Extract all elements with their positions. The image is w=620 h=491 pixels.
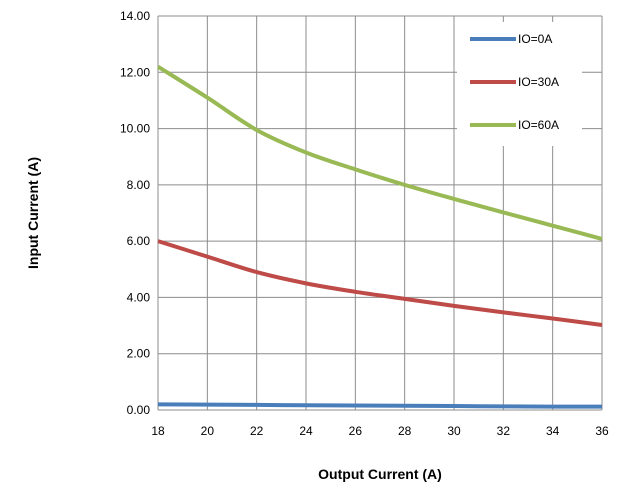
legend-label-2: IO=60A: [518, 118, 559, 132]
y-tick-label-3: 6.00: [127, 234, 151, 248]
y-tick-label-0: 0.00: [127, 403, 151, 417]
series-line-io-60a: [156, 64, 603, 241]
y-tick-label-1: 2.00: [127, 347, 151, 361]
x-tick-label-7: 32: [497, 424, 511, 438]
legend-label-0: IO=0A: [518, 32, 552, 46]
x-tick-label-4: 26: [349, 424, 363, 438]
x-tick-label-8: 34: [546, 424, 560, 438]
x-tick-label-0: 18: [151, 424, 165, 438]
legend: IO=0A IO=30A IO=60A: [457, 22, 582, 146]
series-lines: [156, 64, 603, 409]
x-tick-label-3: 24: [299, 424, 313, 438]
y-tick-label-5: 10.00: [120, 122, 150, 136]
y-tick-label-4: 8.00: [127, 178, 151, 192]
series-line-io-0a: [157, 402, 603, 409]
y-tick-label-2: 4.00: [127, 290, 151, 304]
y-tick-label-7: 14.00: [120, 9, 150, 23]
x-tick-label-5: 28: [398, 424, 412, 438]
x-tick-label-6: 30: [447, 424, 461, 438]
gridlines: [157, 15, 603, 411]
x-tick-labels: 18 20 22 24 26 28 30 32 34 36: [151, 424, 609, 438]
x-tick-label-9: 36: [595, 424, 609, 438]
x-axis-title: Output Current (A): [318, 466, 442, 482]
y-tick-labels: 0.00 2.00 4.00 6.00 8.00 10.00 12.00 14.00: [120, 9, 150, 417]
legend-label-1: IO=30A: [518, 75, 559, 89]
x-tick-label-2: 22: [250, 424, 264, 438]
series-line-io-30a: [157, 239, 603, 327]
x-tick-label-1: 20: [201, 424, 215, 438]
y-axis-title: Input Current (A): [25, 157, 41, 269]
y-tick-label-6: 12.00: [120, 65, 150, 79]
